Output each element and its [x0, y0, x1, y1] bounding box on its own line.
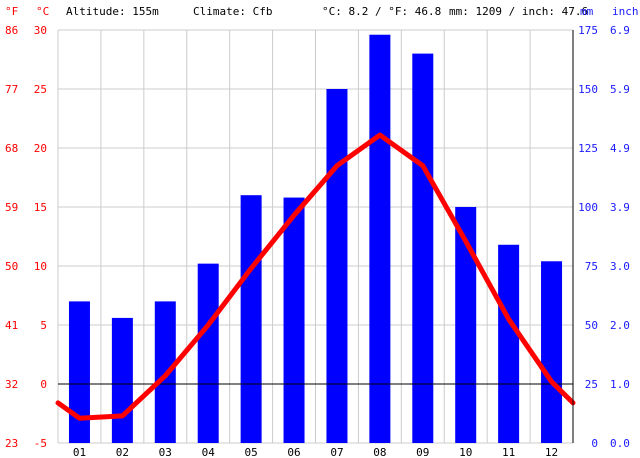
- mm-tick-label: 150: [578, 83, 598, 96]
- precipitation-bar: [111, 317, 133, 443]
- celsius-tick-label: 20: [34, 142, 47, 155]
- temperature-axis-ticks: 86 30 77 25 68 20 59 15 50 10 41 5 32 0 23 -5: [5, 24, 47, 450]
- month-axis-labels: 01 02 03 04 05 06 07 08 09 10 11 12: [73, 446, 558, 458]
- inch-tick-label: 0.0: [610, 437, 630, 450]
- fahrenheit-unit-label: °F: [5, 5, 18, 18]
- fahrenheit-tick-label: 50: [5, 260, 18, 273]
- celsius-tick-label: 10: [34, 260, 47, 273]
- month-label: 02: [116, 446, 129, 458]
- month-label: 04: [202, 446, 216, 458]
- fahrenheit-tick-label: 59: [5, 201, 18, 214]
- chart-header: °F °C Altitude: 155m Climate: Cfb °C: 8.…: [5, 5, 639, 18]
- gridlines: [57, 29, 574, 444]
- mm-tick-label: 0: [591, 437, 598, 450]
- celsius-tick-label: 30: [34, 24, 47, 37]
- inch-unit-label: inch: [612, 5, 639, 18]
- month-label: 09: [416, 446, 429, 458]
- month-label: 12: [545, 446, 558, 458]
- precipitation-bar: [541, 261, 563, 443]
- celsius-tick-label: -5: [34, 437, 47, 450]
- precipitation-bar: [197, 263, 219, 443]
- month-label: 05: [245, 446, 258, 458]
- mm-tick-label: 100: [578, 201, 598, 214]
- climate-label: Climate: Cfb: [193, 5, 272, 18]
- month-label: 01: [73, 446, 86, 458]
- precipitation-bar: [326, 89, 348, 443]
- mm-tick-label: 25: [585, 378, 598, 391]
- precipitation-bar: [369, 34, 391, 443]
- mm-tick-label: 125: [578, 142, 598, 155]
- inch-tick-label: 3.9: [610, 201, 630, 214]
- month-label: 08: [373, 446, 386, 458]
- fahrenheit-tick-label: 77: [5, 83, 18, 96]
- fahrenheit-tick-label: 23: [5, 437, 18, 450]
- inch-tick-label: 4.9: [610, 142, 630, 155]
- fahrenheit-tick-label: 68: [5, 142, 18, 155]
- celsius-tick-label: 25: [34, 83, 47, 96]
- celsius-tick-label: 15: [34, 201, 47, 214]
- precipitation-bar: [498, 244, 520, 443]
- precipitation-summary: mm: 1209 / inch: 47.6: [449, 5, 588, 18]
- inch-tick-label: 5.9: [610, 83, 630, 96]
- mm-unit-label: mm: [580, 5, 594, 18]
- fahrenheit-tick-label: 86: [5, 24, 18, 37]
- celsius-tick-label: 5: [40, 319, 47, 332]
- celsius-unit-label: °C: [36, 5, 49, 18]
- month-label: 07: [330, 446, 343, 458]
- inch-tick-label: 2.0: [610, 319, 630, 332]
- precipitation-axis-ticks: 175 6.9 150 5.9 125 4.9 100 3.9 75 3.0 50 2.0 25 1.0 0…: [578, 24, 630, 450]
- precipitation-bar: [240, 195, 262, 443]
- inch-tick-label: 6.9: [610, 24, 630, 37]
- fahrenheit-tick-label: 41: [5, 319, 18, 332]
- fahrenheit-tick-label: 32: [5, 378, 18, 391]
- mm-tick-label: 50: [585, 319, 598, 332]
- month-label: 11: [502, 446, 515, 458]
- month-label: 06: [287, 446, 300, 458]
- celsius-tick-label: 0: [40, 378, 47, 391]
- precipitation-bar: [283, 197, 305, 443]
- precipitation-bar: [68, 301, 90, 443]
- temperature-summary: °C: 8.2 / °F: 46.8: [322, 5, 441, 18]
- mm-tick-label: 75: [585, 260, 598, 273]
- month-label: 10: [459, 446, 472, 458]
- inch-tick-label: 1.0: [610, 378, 630, 391]
- mm-tick-label: 175: [578, 24, 598, 37]
- temperature-line: [55, 132, 576, 421]
- precipitation-bar: [412, 53, 434, 443]
- month-label: 03: [159, 446, 172, 458]
- inch-tick-label: 3.0: [610, 260, 630, 273]
- altitude-label: Altitude: 155m: [66, 5, 159, 18]
